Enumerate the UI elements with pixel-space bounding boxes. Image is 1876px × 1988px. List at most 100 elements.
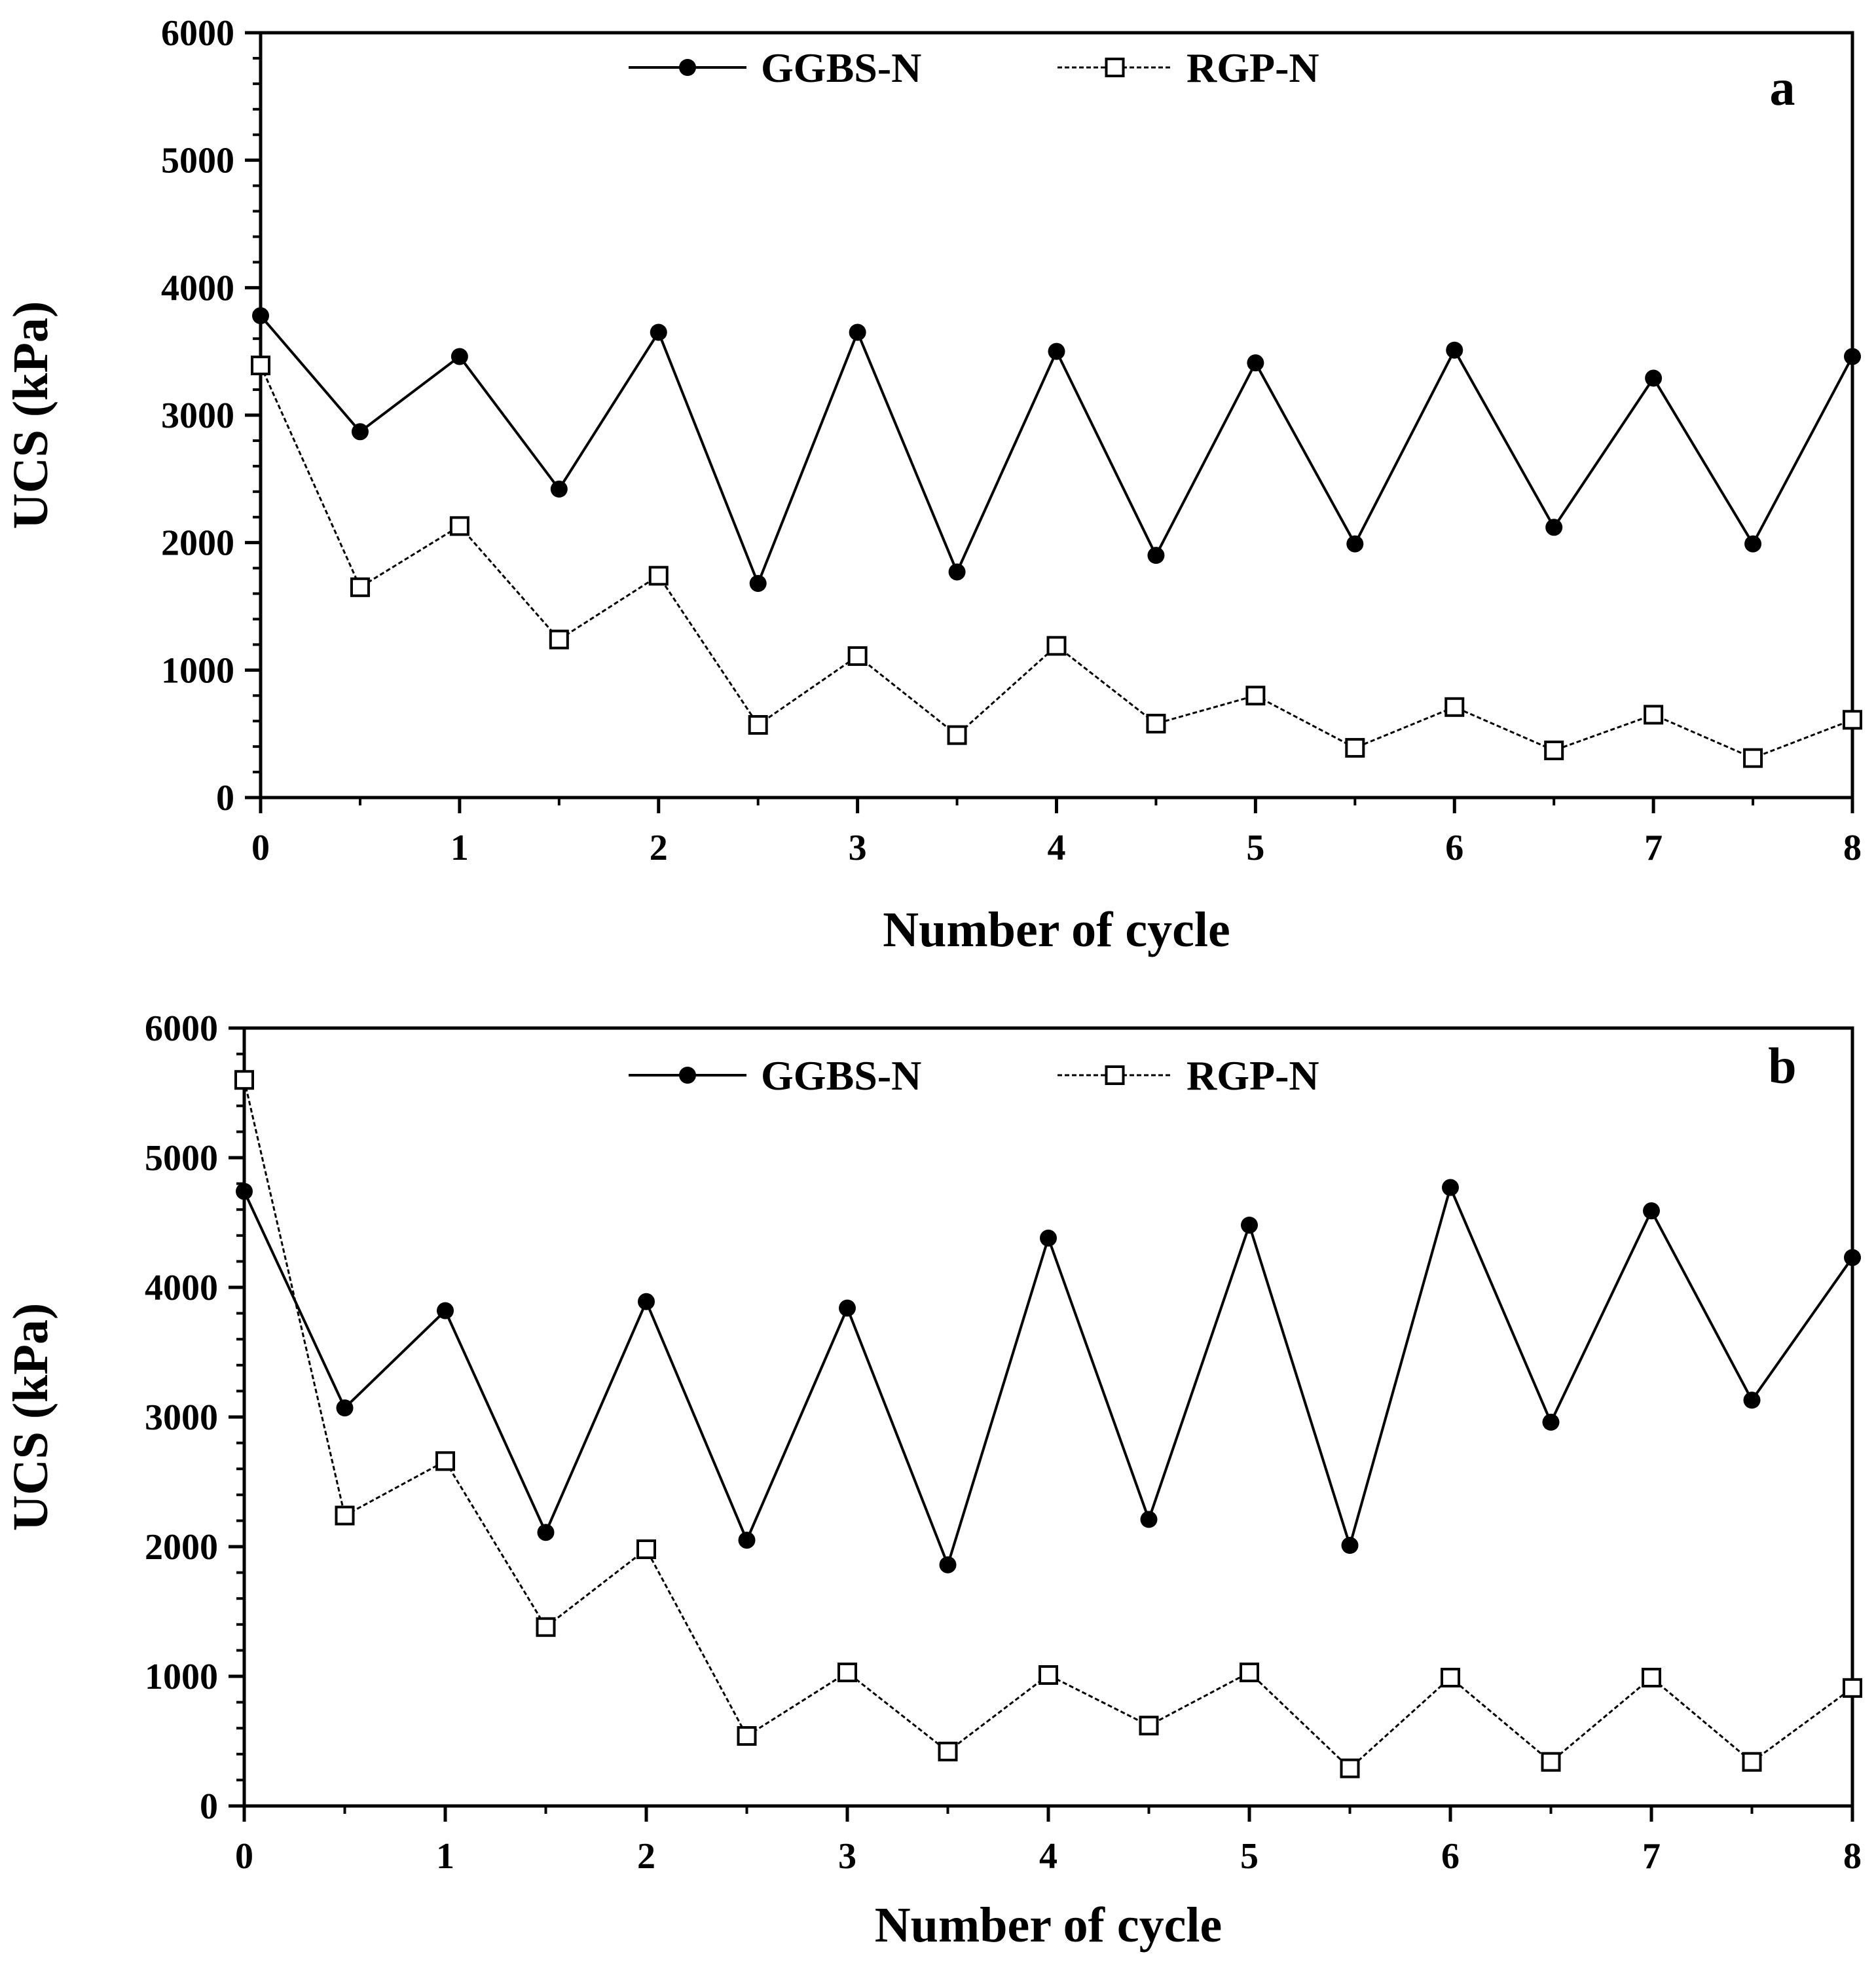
chart-b-data-point-square — [938, 1741, 958, 1761]
chart-a-data-point-circle — [1645, 369, 1663, 387]
chart-b-data-point-square — [234, 1070, 254, 1090]
chart-a-y-tick-label: 2000 — [161, 523, 234, 564]
chart-b-data-point-square — [1843, 1678, 1862, 1698]
chart-a-x-tick-label: 3 — [849, 828, 867, 868]
chart-b-y-tick-label: 3000 — [145, 1397, 218, 1438]
chart-b-y-tick-label: 5000 — [145, 1138, 218, 1179]
chart-b-data-point-square — [1340, 1758, 1360, 1778]
chart-b-data-point-circle — [336, 1399, 354, 1417]
chart-a-data-point-circle — [1247, 354, 1264, 372]
chart-a-series-ggbs-n — [252, 307, 1861, 592]
chart-b-x-tick-label: 2 — [637, 1836, 655, 1877]
chart-b-data-point-circle — [738, 1532, 756, 1549]
chart-a-data-point-square — [1444, 697, 1465, 717]
chart-a-data-point-circle — [1844, 348, 1861, 365]
chart-a-data-point-square — [648, 566, 669, 586]
chart-a-data-point-circle — [1346, 535, 1364, 553]
chart-a-panel-label: a — [1770, 59, 1795, 116]
chart-b-x-tick-label: 8 — [1843, 1836, 1862, 1877]
chart-b-x-tick-label: 3 — [838, 1836, 856, 1877]
chart-b-data-point-circle — [1542, 1413, 1560, 1431]
chart-b-data-point-square — [837, 1663, 857, 1683]
chart-a: 0 1000 2000 3000 4000 5000 6000 0 1 2 3 4 5 6 7 8 Number… — [3, 13, 1862, 957]
chart-b-y-tick-label: 4000 — [145, 1268, 218, 1308]
chart-a-legend-label: RGP-N — [1186, 45, 1319, 91]
chart-a-data-point-square — [947, 725, 967, 745]
chart-a-data-point-square — [1146, 714, 1166, 734]
chart-b: 0 1000 2000 3000 4000 5000 6000 0 1 2 3 4 5 6 7 8 Number… — [3, 1008, 1862, 1953]
chart-a-data-point-circle — [252, 307, 269, 325]
chart-a-x-tick-label: 8 — [1843, 828, 1862, 868]
chart-b-data-point-circle — [1643, 1202, 1660, 1220]
chart-b-y-tick-label: 2000 — [145, 1527, 218, 1568]
chart-b-y-tick-label: 0 — [200, 1786, 218, 1827]
chart-a-data-point-circle — [650, 323, 667, 341]
chart-a-data-point-square — [350, 577, 370, 597]
chart-b-data-point-circle — [236, 1183, 253, 1200]
chart-b-data-point-square — [536, 1617, 556, 1637]
chart-b-data-point-circle — [1341, 1537, 1359, 1555]
chart-a-data-point-circle — [1048, 342, 1065, 360]
chart-a-data-point-circle — [1545, 519, 1563, 536]
chart-a-data-point-square — [1644, 705, 1664, 725]
chart-b-data-point-square — [737, 1726, 757, 1746]
chart-b-data-point-square — [1541, 1752, 1561, 1772]
chart-a-y-tick-label: 6000 — [161, 13, 234, 54]
chart-b-legend-marker-circle — [679, 1067, 696, 1084]
chart-a-data-point-square — [1743, 748, 1763, 768]
chart-a-data-point-square — [847, 646, 868, 666]
chart-a-data-point-circle — [1446, 341, 1463, 359]
chart-a-data-point-square — [1046, 636, 1067, 656]
chart-b-data-point-circle — [1040, 1229, 1057, 1247]
chart-a-data-point-circle — [550, 480, 568, 498]
chart-b-x-tick-label: 6 — [1441, 1836, 1460, 1877]
chart-a-x-tick-label: 4 — [1048, 828, 1066, 868]
chart-a-legend-marker-circle — [679, 59, 696, 76]
chart-a-x-tick-label: 0 — [251, 828, 270, 868]
chart-b-data-point-circle — [638, 1293, 655, 1310]
chart-a-data-point-square — [1843, 710, 1862, 730]
chart-b-series-rgp-n — [234, 1070, 1862, 1778]
chart-b-data-point-square — [1642, 1667, 1661, 1687]
chart-b-data-point-circle — [437, 1302, 454, 1319]
chart-a-x-tick-label: 1 — [451, 828, 469, 868]
chart-b-data-point-circle — [1241, 1216, 1258, 1234]
chart-b-legend-label: RGP-N — [1186, 1052, 1319, 1099]
chart-a-x-axis-title: Number of cycle — [883, 902, 1230, 957]
chart-b-y-tick-label: 6000 — [145, 1008, 218, 1049]
chart-a-x-tick-label: 5 — [1246, 828, 1264, 868]
chart-a-y-tick-label: 3000 — [161, 396, 234, 436]
chart-b-y-axis-title: UCS (kPa) — [3, 1303, 58, 1531]
chart-b-data-point-circle — [537, 1524, 555, 1541]
chart-b-x-tick-label: 5 — [1240, 1836, 1259, 1877]
chart-b-x-tick-label: 7 — [1642, 1836, 1661, 1877]
chart-a-data-point-square — [1544, 740, 1564, 760]
chart-a-data-point-circle — [849, 323, 866, 341]
chart-a-data-point-square — [549, 629, 569, 650]
chart-a-data-point-square — [1245, 686, 1266, 706]
chart-a-y-tick-label: 4000 — [161, 268, 234, 308]
chart-b-data-point-circle — [839, 1299, 856, 1317]
chart-a-legend-label: GGBS-N — [761, 45, 921, 91]
chart-b-data-point-square — [1240, 1663, 1259, 1683]
chart-b-x-tick-label: 0 — [235, 1836, 253, 1877]
chart-a-data-point-square — [748, 715, 768, 735]
chart-b-data-point-square — [1039, 1665, 1058, 1685]
chart-a-legend-marker-square — [1105, 58, 1125, 77]
chart-b-data-point-square — [636, 1539, 656, 1559]
chart-a-y-tick-label: 5000 — [161, 141, 234, 181]
chart-b-data-point-square — [1742, 1752, 1762, 1772]
chart-a-x-tick-label: 7 — [1644, 828, 1663, 868]
chart-b-x-tick-label: 4 — [1039, 1836, 1058, 1877]
chart-b-legend: GGBS-N RGP-N — [629, 1052, 1319, 1099]
chart-a-data-point-circle — [351, 423, 369, 441]
chart-a-data-point-square — [1345, 738, 1365, 758]
chart-b-legend-marker-square — [1105, 1065, 1125, 1085]
chart-a-y-axis-title: UCS (kPa) — [3, 301, 58, 529]
chart-a-x-tick-label: 2 — [650, 828, 668, 868]
chart-b-series-line — [243, 1079, 1853, 1770]
chart-b-data-point-circle — [1844, 1249, 1861, 1266]
chart-b-legend-label: GGBS-N — [761, 1052, 921, 1099]
chart-b-data-point-square — [1441, 1667, 1460, 1687]
